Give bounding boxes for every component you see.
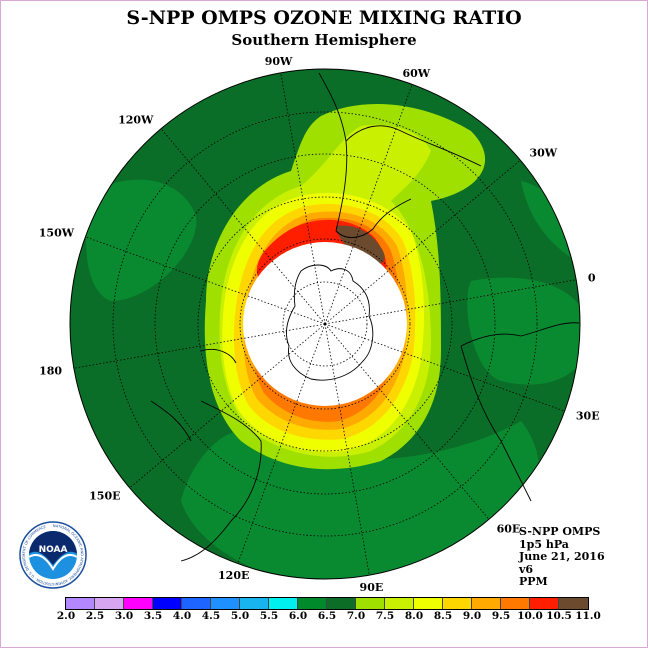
graticule — [73, 72, 577, 576]
map-border — [69, 68, 581, 580]
colorbar-tick-label: 9.5 — [491, 610, 511, 622]
longitude-label: 180 — [39, 364, 62, 377]
logo-wave — [29, 531, 77, 565]
longitude-label: 30E — [576, 409, 600, 422]
colorbar-tick-label: 8.0 — [404, 610, 424, 622]
meridian-line — [324, 84, 413, 325]
meridian-line — [129, 323, 326, 489]
colorbar-tick-label: 7.0 — [346, 610, 366, 622]
longitude-label: 90W — [265, 55, 293, 68]
meridian-line — [324, 323, 490, 520]
colorbar-swatch — [356, 598, 385, 609]
region-6-0-b — [467, 277, 580, 385]
longitude-label: 60W — [402, 67, 430, 80]
south-america-coast — [318, 72, 482, 238]
longitude-label: 60E — [497, 523, 521, 536]
info-version: v6 — [519, 562, 534, 576]
meridian-line — [324, 159, 521, 325]
colorbar-tick-label: 6.0 — [288, 610, 308, 622]
graticule-circle — [239, 238, 411, 410]
longitude-label: 150W — [39, 227, 75, 240]
info-panel: S-NPP OMPS 1p5 hPa June 21, 2016 v6 PPM — [519, 525, 605, 589]
colorbar-swatch — [414, 598, 443, 609]
africa-coast — [460, 322, 580, 502]
colorbar-tick-label: 5.0 — [230, 610, 250, 622]
colorbar-swatch — [211, 598, 240, 609]
map-title: S-NPP OMPS OZONE MIXING RATIO — [126, 7, 522, 29]
colorbar-tick-label: 3.0 — [114, 610, 134, 622]
meridian-line — [280, 72, 326, 325]
colorbar-swatch — [327, 598, 356, 609]
meridians — [73, 72, 577, 576]
colorbar-swatch — [182, 598, 211, 609]
longitude-label: 0 — [588, 272, 596, 285]
info-units: PPM — [519, 575, 548, 588]
colorbar-swatch — [298, 598, 327, 609]
meridian-line — [324, 323, 565, 412]
graticule-circle — [112, 111, 538, 537]
colorbar-swatch — [559, 598, 588, 609]
colorbar-swatch — [443, 598, 472, 609]
colorbar-swatch — [124, 598, 153, 609]
longitude-label: 30W — [530, 146, 558, 159]
colorbar-swatch — [66, 598, 95, 609]
ring-11-0 — [336, 225, 385, 265]
coastlines — [150, 72, 580, 562]
longitude-label: 120E — [218, 569, 249, 582]
meridian-line — [85, 236, 326, 325]
colorbar-tick-label: 4.5 — [201, 610, 221, 622]
colorbar-tick-label: 2.5 — [85, 610, 105, 622]
colorbar-swatch — [95, 598, 124, 609]
colorbar-tick-label: 5.5 — [259, 610, 279, 622]
colorbar-tick-label: 10.5 — [546, 610, 572, 622]
logo-text: NOAA — [39, 545, 68, 555]
colorbar-tick-label: 10.0 — [517, 610, 543, 622]
noaa-logo: NOAA NATIONAL OCEANIC AND ATMOSPHERIC AD… — [19, 521, 87, 589]
colorbar-tick-label: 7.5 — [375, 610, 395, 622]
graticule-circle — [197, 196, 453, 452]
colorbar-swatch — [153, 598, 182, 609]
region-6-0-a — [86, 179, 197, 301]
colorbar-swatch — [501, 598, 530, 609]
logo-wave-group — [29, 531, 77, 571]
colorbar-swatch — [472, 598, 501, 609]
colorbar-tick-label: 4.0 — [172, 610, 192, 622]
australia-coast — [150, 400, 262, 562]
info-pressure: 1p5 hPa — [519, 537, 569, 551]
colorbar-tick-label: 8.5 — [433, 610, 453, 622]
colorbar-tick-label: 6.5 — [317, 610, 337, 622]
colorbar-tick-label: 11.0 — [575, 610, 601, 622]
ozone-field — [70, 69, 580, 579]
meridian-line — [160, 128, 326, 325]
colorbar-tick-label: 3.5 — [143, 610, 163, 622]
colorbar-swatch — [240, 598, 269, 609]
logo-bird — [29, 553, 77, 571]
south-pole-marker — [323, 322, 327, 326]
info-date: June 21, 2016 — [519, 550, 605, 563]
colorbar-tick-label: 2.0 — [56, 610, 76, 622]
colorbar-swatch — [530, 598, 559, 609]
colorbar — [65, 597, 589, 610]
meridian-line — [324, 323, 370, 576]
graticule-circle — [282, 281, 368, 367]
longitude-label: 120W — [118, 114, 154, 127]
colorbar-swatch — [269, 598, 298, 609]
antarctica-coast — [286, 264, 374, 381]
longitude-label: 90E — [360, 581, 384, 594]
meridian-line — [73, 323, 326, 369]
meridian-line — [324, 279, 577, 325]
longitude-label: 150E — [89, 490, 120, 503]
nz-coast — [200, 348, 237, 364]
colorbar-swatch — [385, 598, 414, 609]
region-6-0-d — [521, 181, 577, 261]
graticule-circle — [154, 153, 496, 495]
info-instrument: S-NPP OMPS — [519, 525, 601, 538]
meridian-line — [237, 323, 326, 564]
map-subtitle: Southern Hemisphere — [231, 31, 417, 49]
colorbar-ticks: 2.0 2.5 3.0 3.5 4.0 4.5 5.0 5.5 6.0 6.5 7.0 7.5 8.0 8… — [1, 610, 647, 624]
colorbar-tick-label: 9.0 — [462, 610, 482, 622]
longitude-labels: 90W 60W 30W 0 30E 60E 90E 120E 150E 180 150W 120W — [39, 55, 600, 594]
